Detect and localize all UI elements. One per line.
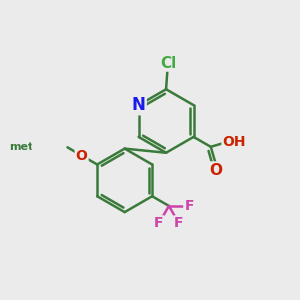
Text: F: F (184, 199, 194, 213)
Text: F: F (154, 216, 164, 230)
Text: methoxy_CH3: methoxy_CH3 (55, 142, 65, 144)
Text: O: O (76, 148, 88, 163)
Text: OH: OH (223, 135, 246, 149)
Text: N: N (132, 96, 145, 114)
Text: methoxy: methoxy (9, 142, 63, 152)
Text: Cl: Cl (160, 56, 176, 70)
Text: F: F (174, 216, 184, 230)
Text: O: O (209, 163, 222, 178)
